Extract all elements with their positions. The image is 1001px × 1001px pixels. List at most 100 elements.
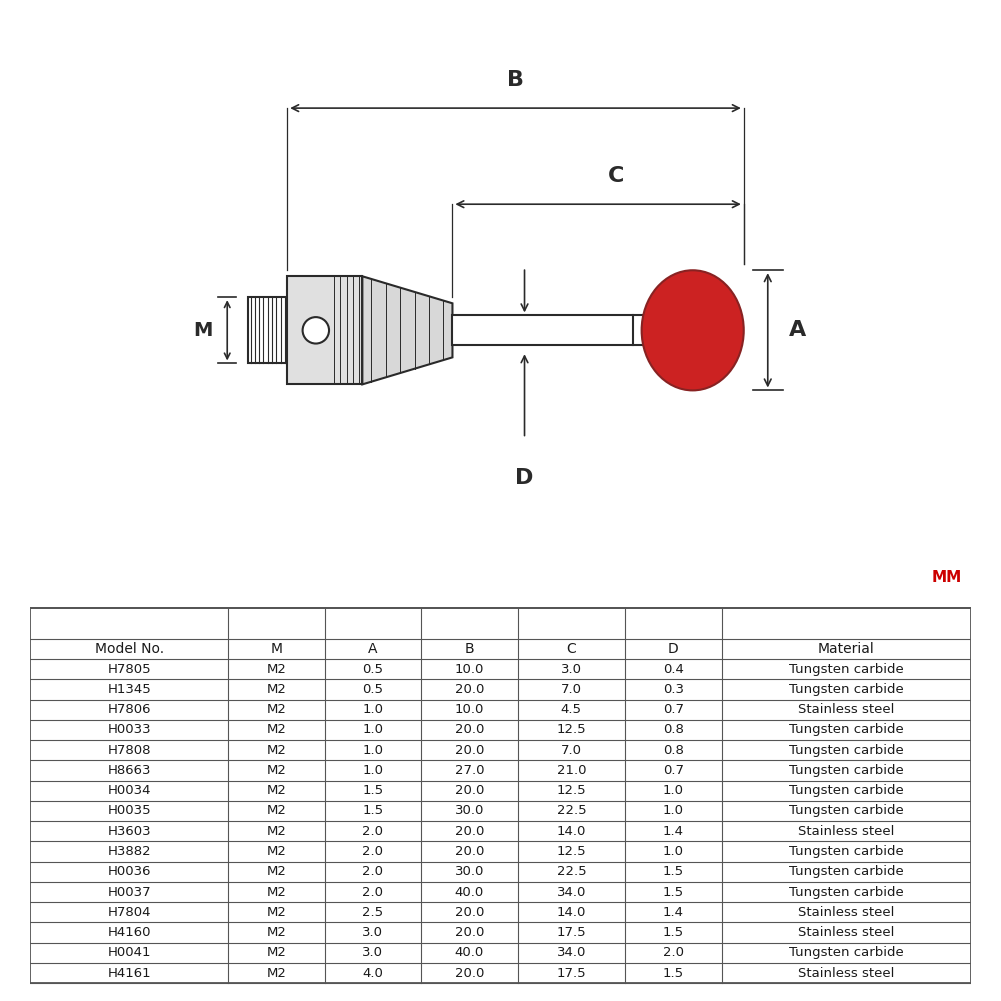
Bar bbox=[287, 276, 362, 384]
Text: 1.4: 1.4 bbox=[663, 906, 684, 919]
Text: Tungsten carbide: Tungsten carbide bbox=[789, 886, 904, 899]
Text: Stainless steel: Stainless steel bbox=[798, 926, 895, 939]
Text: 0.5: 0.5 bbox=[362, 683, 383, 696]
Text: 1.0: 1.0 bbox=[663, 784, 684, 797]
Text: 34.0: 34.0 bbox=[557, 946, 586, 959]
Text: 2.0: 2.0 bbox=[362, 865, 383, 878]
Text: 3.0: 3.0 bbox=[362, 926, 383, 939]
Text: Material: Material bbox=[818, 642, 875, 656]
Text: 1.0: 1.0 bbox=[362, 724, 383, 737]
Text: Stainless steel: Stainless steel bbox=[798, 703, 895, 716]
Text: 20.0: 20.0 bbox=[454, 926, 484, 939]
Text: M: M bbox=[193, 321, 212, 339]
Text: M2: M2 bbox=[266, 946, 286, 959]
Text: M2: M2 bbox=[266, 703, 286, 716]
Text: B: B bbox=[464, 642, 474, 656]
Text: 17.5: 17.5 bbox=[557, 926, 587, 939]
Text: 20.0: 20.0 bbox=[454, 845, 484, 858]
Text: 20.0: 20.0 bbox=[454, 967, 484, 980]
Text: H0036: H0036 bbox=[107, 865, 151, 878]
Bar bbox=[248, 297, 287, 363]
Text: 12.5: 12.5 bbox=[557, 784, 587, 797]
Text: 14.0: 14.0 bbox=[557, 825, 586, 838]
Text: 10.0: 10.0 bbox=[454, 703, 484, 716]
Text: 1.5: 1.5 bbox=[663, 967, 684, 980]
Text: Tungsten carbide: Tungsten carbide bbox=[789, 764, 904, 777]
Text: A: A bbox=[789, 320, 806, 340]
Text: H7808: H7808 bbox=[107, 744, 151, 757]
Text: 21.0: 21.0 bbox=[557, 764, 587, 777]
Text: Tungsten carbide: Tungsten carbide bbox=[789, 683, 904, 696]
Text: 40.0: 40.0 bbox=[454, 946, 483, 959]
Text: 12.5: 12.5 bbox=[557, 845, 587, 858]
Text: M2: M2 bbox=[266, 845, 286, 858]
Text: 4.5: 4.5 bbox=[561, 703, 582, 716]
Text: 20.0: 20.0 bbox=[454, 724, 484, 737]
Text: 2.0: 2.0 bbox=[663, 946, 684, 959]
Text: C: C bbox=[567, 642, 577, 656]
Text: 10.0: 10.0 bbox=[454, 663, 484, 676]
Text: H7805: H7805 bbox=[107, 663, 151, 676]
Text: 30.0: 30.0 bbox=[454, 865, 484, 878]
Text: 3.0: 3.0 bbox=[561, 663, 582, 676]
Text: M2: M2 bbox=[266, 886, 286, 899]
Text: 20.0: 20.0 bbox=[454, 784, 484, 797]
Text: H7806: H7806 bbox=[107, 703, 151, 716]
Text: 0.5: 0.5 bbox=[362, 663, 383, 676]
Text: Stainless steel: Stainless steel bbox=[798, 967, 895, 980]
Text: 30.0: 30.0 bbox=[454, 805, 484, 818]
Text: 2.5: 2.5 bbox=[362, 906, 383, 919]
Text: 0.8: 0.8 bbox=[663, 724, 684, 737]
Text: 1.0: 1.0 bbox=[663, 805, 684, 818]
Text: M2: M2 bbox=[266, 744, 286, 757]
Text: H3603: H3603 bbox=[107, 825, 151, 838]
Text: Tungsten carbide: Tungsten carbide bbox=[789, 865, 904, 878]
Text: M2: M2 bbox=[266, 724, 286, 737]
Text: C: C bbox=[608, 166, 625, 186]
Text: H8663: H8663 bbox=[107, 764, 151, 777]
Text: 22.5: 22.5 bbox=[557, 865, 587, 878]
Text: Tungsten carbide: Tungsten carbide bbox=[789, 845, 904, 858]
Text: M2: M2 bbox=[266, 784, 286, 797]
Text: Tungsten carbide: Tungsten carbide bbox=[789, 946, 904, 959]
Text: M2: M2 bbox=[266, 825, 286, 838]
Text: Tungsten carbide: Tungsten carbide bbox=[789, 724, 904, 737]
Text: H0037: H0037 bbox=[107, 886, 151, 899]
Text: 1.0: 1.0 bbox=[362, 744, 383, 757]
Ellipse shape bbox=[642, 270, 744, 390]
Text: 14.0: 14.0 bbox=[557, 906, 586, 919]
Text: Tungsten carbide: Tungsten carbide bbox=[789, 805, 904, 818]
Text: Stainless steel: Stainless steel bbox=[798, 906, 895, 919]
Text: 0.4: 0.4 bbox=[663, 663, 684, 676]
Text: H0034: H0034 bbox=[107, 784, 151, 797]
Text: M2: M2 bbox=[266, 865, 286, 878]
Text: H4161: H4161 bbox=[107, 967, 151, 980]
Text: H7804: H7804 bbox=[107, 906, 151, 919]
Bar bbox=[452, 315, 633, 345]
Text: 1.5: 1.5 bbox=[362, 784, 383, 797]
Text: 0.3: 0.3 bbox=[663, 683, 684, 696]
Text: M2: M2 bbox=[266, 926, 286, 939]
Text: 40.0: 40.0 bbox=[454, 886, 483, 899]
Text: B: B bbox=[508, 70, 524, 90]
Text: H0041: H0041 bbox=[107, 946, 151, 959]
Text: 20.0: 20.0 bbox=[454, 825, 484, 838]
Circle shape bbox=[302, 317, 329, 343]
Text: A: A bbox=[368, 642, 377, 656]
Text: M: M bbox=[270, 642, 282, 656]
Text: 17.5: 17.5 bbox=[557, 967, 587, 980]
Text: 2.0: 2.0 bbox=[362, 825, 383, 838]
Text: 1.0: 1.0 bbox=[663, 845, 684, 858]
Polygon shape bbox=[362, 276, 452, 384]
Text: 3.0: 3.0 bbox=[362, 946, 383, 959]
Text: D: D bbox=[668, 642, 679, 656]
Text: 2.0: 2.0 bbox=[362, 886, 383, 899]
Text: 1.4: 1.4 bbox=[663, 825, 684, 838]
Text: Stainless steel: Stainless steel bbox=[798, 825, 895, 838]
Text: Model No.: Model No. bbox=[95, 642, 164, 656]
Text: M2: M2 bbox=[266, 764, 286, 777]
Text: 20.0: 20.0 bbox=[454, 906, 484, 919]
Text: 12.5: 12.5 bbox=[557, 724, 587, 737]
Text: 7.0: 7.0 bbox=[561, 683, 582, 696]
Text: M2: M2 bbox=[266, 683, 286, 696]
